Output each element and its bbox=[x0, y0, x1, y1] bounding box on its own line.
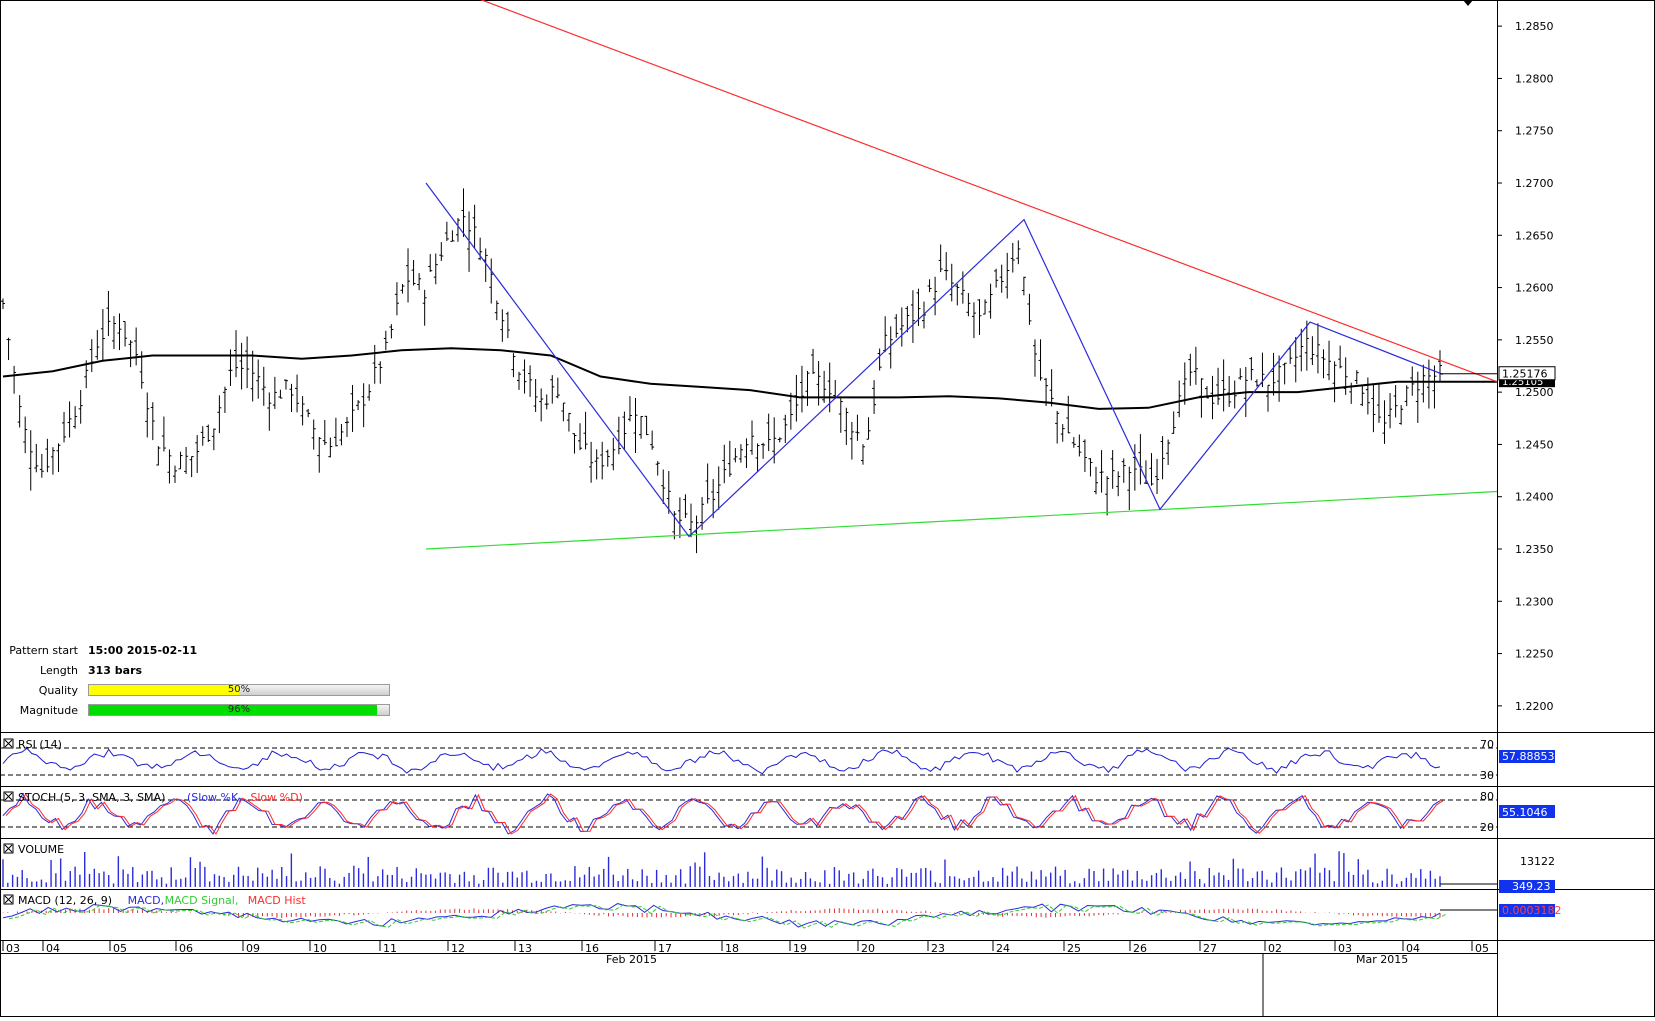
day-label: 27 bbox=[1203, 942, 1217, 955]
length-label: Length bbox=[40, 664, 78, 677]
quality-label: Quality bbox=[38, 684, 78, 697]
day-label: 19 bbox=[793, 942, 807, 955]
day-label: 16 bbox=[585, 942, 599, 955]
stoch-title-text: STOCH (5, 3, SMA, 3, SMA) bbox=[18, 791, 165, 804]
quality-percent: 50% bbox=[227, 684, 251, 695]
ma-price-label: 1.25105 bbox=[1502, 377, 1543, 388]
day-label: 05 bbox=[1475, 942, 1489, 955]
current-price-label: 1.25176 bbox=[1502, 368, 1548, 381]
stoch-value-box bbox=[1499, 805, 1555, 818]
day-label: 23 bbox=[931, 942, 945, 955]
scroll-marker-icon bbox=[1463, 0, 1473, 6]
month-label-feb: Feb 2015 bbox=[606, 953, 657, 966]
day-label: 18 bbox=[725, 942, 739, 955]
pattern-start-value: 15:00 2015-02-11 bbox=[88, 644, 198, 657]
resistance-trendline bbox=[480, 0, 1498, 383]
macd-title-text: MACD Signal, bbox=[165, 894, 239, 907]
support-trendline bbox=[425, 490, 1498, 550]
price-tick-label: 1.2300 bbox=[1515, 595, 1554, 608]
day-label: 09 bbox=[246, 942, 260, 955]
volume-value-box bbox=[1499, 880, 1555, 893]
day-label: 24 bbox=[996, 942, 1010, 955]
stoch-title-text: Slow %D) bbox=[250, 791, 302, 804]
day-label: 03 bbox=[6, 942, 20, 955]
moving-average-line bbox=[2, 347, 1497, 410]
pattern-start-label: Pattern start bbox=[9, 644, 78, 657]
rsi-title-text: RSI (14) bbox=[18, 738, 62, 751]
day-label: 04 bbox=[46, 942, 60, 955]
current-price-box bbox=[1498, 366, 1556, 381]
price-tick-label: 1.2750 bbox=[1515, 125, 1554, 138]
macd-toggle-cross-icon bbox=[4, 895, 13, 904]
macd-title-text: MACD, bbox=[128, 894, 164, 907]
rsi-value-label: 57.88853 bbox=[1502, 750, 1555, 763]
price-tick-label: 1.2250 bbox=[1515, 648, 1554, 661]
price-tick-label: 1.2550 bbox=[1515, 334, 1554, 347]
price-tick-label: 1.2450 bbox=[1515, 438, 1554, 451]
zigzag-pattern-line bbox=[425, 182, 1444, 538]
rsi-line bbox=[2, 747, 1441, 775]
macd-signal-line bbox=[8, 904, 1447, 929]
day-label: 02 bbox=[1268, 942, 1282, 955]
day-label: 04 bbox=[1406, 942, 1420, 955]
volume-toggle-cross-icon bbox=[4, 844, 13, 853]
stoch-value-label: 55.1046 bbox=[1502, 806, 1548, 819]
volume-value-label: 349.23 bbox=[1512, 880, 1551, 893]
stoch-toggle-cross-icon bbox=[4, 792, 13, 801]
price-tick-label: 1.2800 bbox=[1515, 72, 1554, 85]
rsi-upper-label: 70 bbox=[1480, 738, 1494, 751]
price-tick-label: 1.2400 bbox=[1515, 491, 1554, 504]
stoch-upper-label: 80 bbox=[1480, 790, 1494, 803]
price-tick-label: 1.2700 bbox=[1515, 177, 1554, 190]
day-label: 05 bbox=[113, 942, 127, 955]
day-label: 25 bbox=[1067, 942, 1081, 955]
price-tick-label: 1.2600 bbox=[1515, 282, 1554, 295]
magnitude-label: Magnitude bbox=[19, 704, 78, 717]
price-tick-label: 1.2500 bbox=[1515, 386, 1554, 399]
rsi-toggle-cross-icon bbox=[4, 739, 13, 748]
macd-line bbox=[2, 903, 1441, 928]
day-label: 17 bbox=[658, 942, 672, 955]
rsi-lower-label: 30 bbox=[1480, 769, 1494, 782]
macd-value-box bbox=[1499, 904, 1555, 917]
stoch-k-line bbox=[2, 793, 1441, 835]
day-label: 20 bbox=[861, 942, 875, 955]
day-label: 06 bbox=[179, 942, 193, 955]
quality-bar: 50% bbox=[88, 684, 390, 696]
price-tick-label: 1.2850 bbox=[1515, 20, 1554, 33]
day-label: 12 bbox=[451, 942, 465, 955]
magnitude-bar: 96% bbox=[88, 704, 390, 716]
magnitude-bar-fill bbox=[89, 705, 377, 715]
rsi-value-box bbox=[1499, 750, 1555, 763]
stoch-lower-label: 20 bbox=[1480, 821, 1494, 834]
price-tick-label: 1.2650 bbox=[1515, 229, 1554, 242]
length-value: 313 bars bbox=[88, 664, 143, 677]
macd-value-label: 0.0003182 bbox=[1502, 904, 1562, 917]
volume-max-label: 13122 bbox=[1520, 855, 1555, 868]
macd-title-text: MACD (12, 26, 9) bbox=[18, 894, 112, 907]
magnitude-percent: 96% bbox=[227, 704, 251, 715]
day-label: 03 bbox=[1338, 942, 1352, 955]
price-tick-label: 1.2350 bbox=[1515, 543, 1554, 556]
stoch-title-text: (Slow %K, bbox=[187, 791, 242, 804]
day-label: 10 bbox=[313, 942, 327, 955]
day-label: 13 bbox=[518, 942, 532, 955]
quality-bar-fill bbox=[89, 685, 239, 695]
stoch-d-line bbox=[5, 793, 1444, 835]
volume-title-text: VOLUME bbox=[18, 843, 64, 856]
month-label-mar: Mar 2015 bbox=[1356, 953, 1408, 966]
macd-title-text: MACD Hist bbox=[248, 894, 307, 907]
day-label: 26 bbox=[1133, 942, 1147, 955]
price-tick-label: 1.2200 bbox=[1515, 700, 1554, 713]
day-label: 11 bbox=[383, 942, 397, 955]
